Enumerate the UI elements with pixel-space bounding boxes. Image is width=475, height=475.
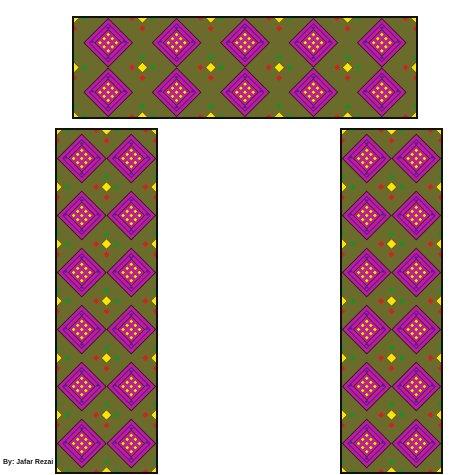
diamond-motif (356, 67, 407, 117)
diamond-motif (83, 18, 134, 68)
diamond-motif (391, 418, 441, 469)
filler-ornament (402, 18, 416, 32)
filler-ornament (378, 287, 405, 315)
filler-ornament (74, 103, 88, 117)
diamond-motif (57, 190, 107, 241)
diamond-motif (106, 247, 156, 298)
filler-ornament (197, 18, 225, 32)
diamond-motif (342, 247, 392, 298)
diamond-motif (106, 133, 156, 184)
filler-ornament (427, 458, 441, 472)
top-lintel-panel (72, 16, 418, 119)
diamond-motif (151, 18, 202, 68)
diamond-motif (106, 361, 156, 412)
filler-ornament (129, 103, 156, 117)
diamond-motif (342, 361, 392, 412)
filler-ornament (427, 130, 441, 144)
filler-ornament (342, 130, 356, 144)
filler-ornament (57, 230, 71, 258)
filler-ornament (378, 130, 405, 144)
diamond-motif (342, 190, 392, 241)
right-pattern (342, 130, 441, 472)
diamond-motif (83, 67, 134, 117)
filler-ornament (93, 287, 120, 315)
filler-ornament (129, 54, 156, 81)
diamond-motif (342, 418, 392, 469)
filler-ornament (142, 401, 156, 429)
filler-ornament (93, 401, 120, 429)
left-pillar-panel (55, 128, 158, 474)
diamond-motif (356, 18, 407, 68)
filler-ornament (402, 103, 416, 117)
diamond-motif (106, 190, 156, 241)
diamond-motif (106, 418, 156, 469)
filler-ornament (334, 18, 361, 32)
filler-ornament (142, 173, 156, 201)
diamond-motif (57, 304, 107, 355)
filler-ornament (427, 287, 441, 315)
diamond-motif (220, 18, 270, 68)
diamond-motif (342, 133, 392, 184)
diamond-motif (288, 67, 339, 117)
filler-ornament (197, 54, 225, 81)
filler-ornament (57, 287, 71, 315)
filler-ornament (142, 344, 156, 372)
diamond-motif (57, 418, 107, 469)
filler-ornament (197, 103, 225, 117)
filler-ornament (57, 458, 71, 472)
diamond-motif (288, 18, 339, 68)
filler-ornament (427, 344, 441, 372)
filler-ornament (334, 54, 361, 81)
diamond-motif (342, 304, 392, 355)
diamond-motif (57, 247, 107, 298)
diamond-motif (391, 361, 441, 412)
diamond-motif (57, 361, 107, 412)
filler-ornament (378, 458, 405, 472)
right-pillar-panel (340, 128, 443, 474)
filler-ornament (378, 344, 405, 372)
left-pattern (57, 130, 156, 472)
filler-ornament (93, 173, 120, 201)
diamond-motif (106, 304, 156, 355)
diamond-motif (220, 67, 270, 117)
diamond-motif (151, 67, 202, 117)
filler-ornament (378, 230, 405, 258)
filler-ornament (93, 458, 120, 472)
filler-ornament (342, 287, 356, 315)
filler-ornament (57, 344, 71, 372)
diamond-motif (391, 190, 441, 241)
filler-ornament (142, 130, 156, 144)
filler-ornament (334, 103, 361, 117)
diamond-motif (391, 247, 441, 298)
filler-ornament (402, 54, 416, 81)
filler-ornament (93, 230, 120, 258)
diamond-motif (57, 133, 107, 184)
filler-ornament (342, 458, 356, 472)
filler-ornament (57, 130, 71, 144)
filler-ornament (342, 344, 356, 372)
filler-ornament (93, 130, 120, 144)
filler-ornament (57, 173, 71, 201)
filler-ornament (142, 230, 156, 258)
filler-ornament (57, 401, 71, 429)
filler-ornament (142, 287, 156, 315)
filler-ornament (93, 344, 120, 372)
author-credit: By: Jafar Rezai (3, 459, 54, 466)
filler-ornament (129, 18, 156, 32)
filler-ornament (427, 401, 441, 429)
filler-ornament (74, 54, 88, 81)
filler-ornament (265, 103, 293, 117)
diamond-motif (391, 304, 441, 355)
filler-ornament (74, 18, 88, 32)
filler-ornament (142, 458, 156, 472)
top-pattern (74, 18, 416, 117)
diamond-motif (391, 133, 441, 184)
